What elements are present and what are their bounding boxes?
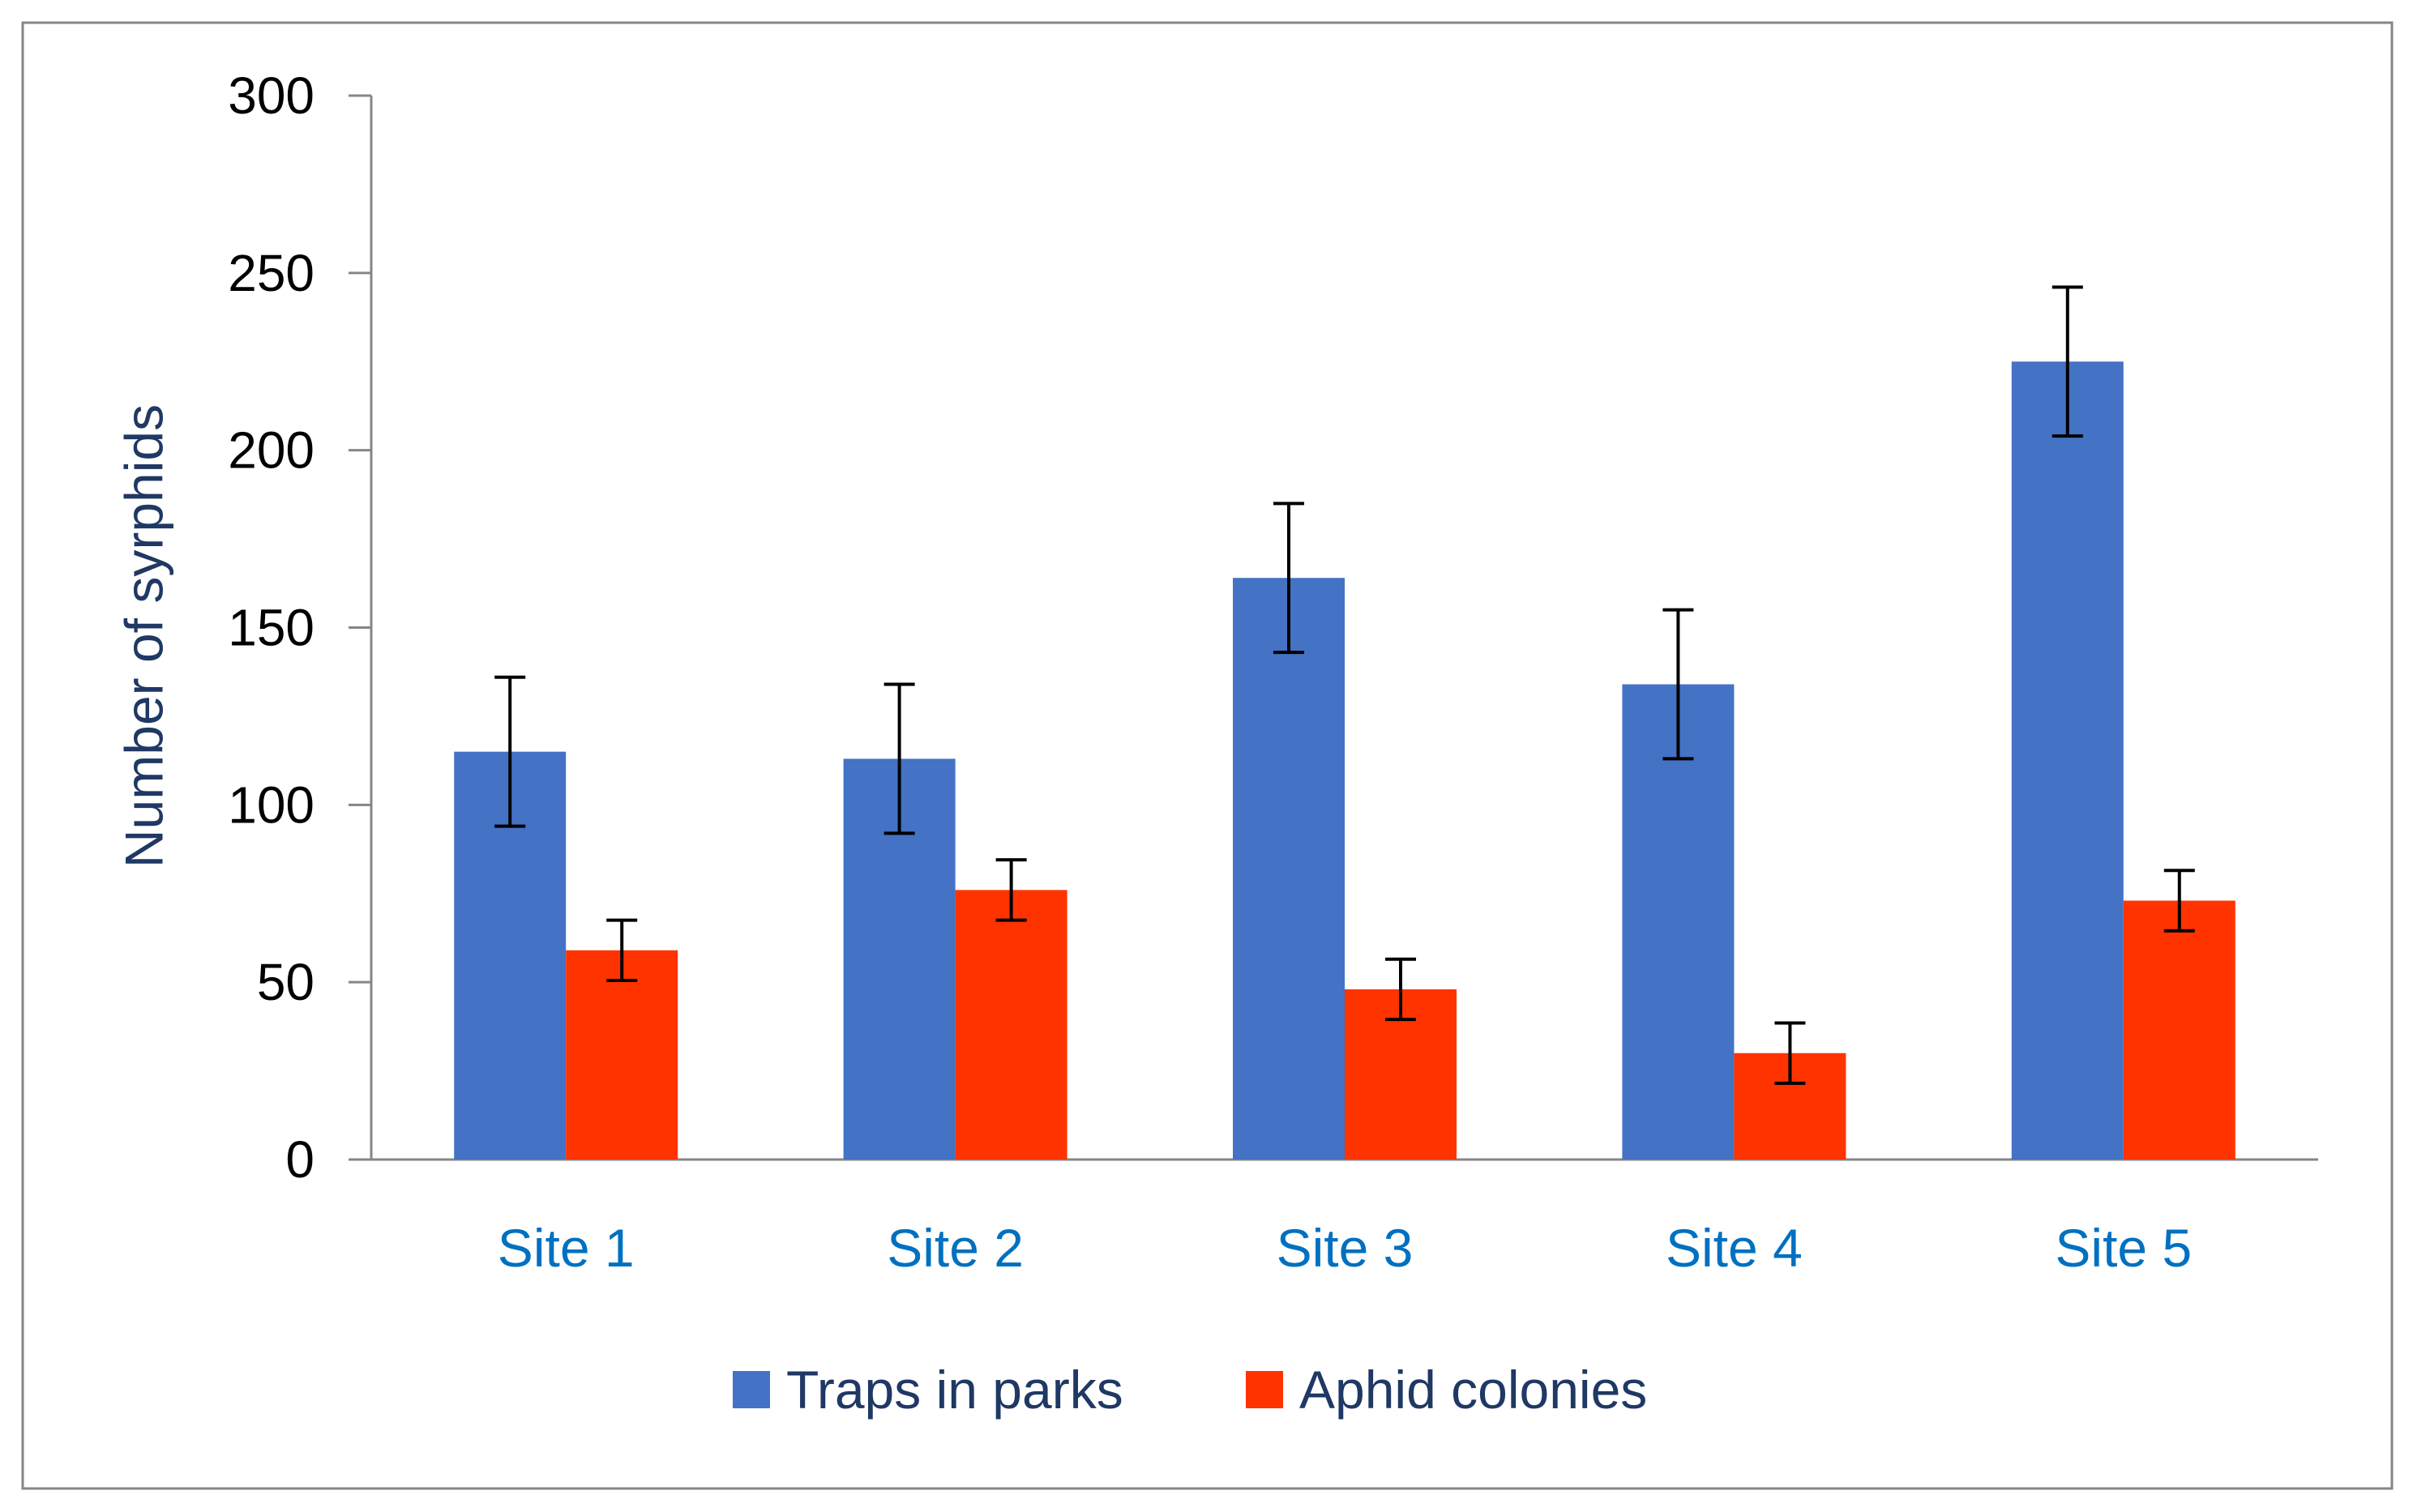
x-category-label: Site 2 — [887, 1218, 1024, 1278]
chart-frame — [21, 21, 2394, 1490]
bar-traps-in-parks-site-5 — [2011, 361, 2124, 1160]
y-axis-label: Number of syrphids — [113, 404, 173, 868]
error-bar — [883, 682, 915, 835]
error-bar — [2163, 869, 2195, 933]
error-bar — [1273, 502, 1304, 655]
bar-aphid-colonies-site-5 — [2123, 900, 2235, 1160]
bar-traps-in-parks-site-3 — [1233, 578, 1345, 1160]
bar-traps-in-parks-site-4 — [1622, 684, 1735, 1160]
x-category-label: Site 5 — [2055, 1218, 2192, 1278]
error-bar — [1774, 1021, 1806, 1085]
x-category-label: Site 4 — [1666, 1218, 1803, 1278]
y-tick-label: 200 — [228, 421, 314, 480]
error-bar — [1662, 608, 1694, 761]
y-tick-label: 300 — [228, 66, 314, 125]
x-category-label: Site 1 — [498, 1218, 635, 1278]
legend-swatch — [733, 1371, 770, 1408]
legend-label: Traps in parks — [786, 1360, 1123, 1420]
bar-aphid-colonies-site-1 — [566, 950, 678, 1160]
legend-item-aphid-colonies: Aphid colonies — [1246, 1360, 1647, 1420]
y-tick-label: 250 — [228, 244, 314, 302]
error-bar — [2051, 285, 2083, 438]
x-category-label: Site 3 — [1277, 1218, 1414, 1278]
legend-label: Aphid colonies — [1299, 1360, 1647, 1420]
bar-aphid-colonies-site-2 — [955, 890, 1067, 1160]
error-bar — [1385, 957, 1416, 1022]
error-bar — [494, 675, 526, 828]
error-bar — [995, 858, 1027, 922]
y-tick-label: 150 — [228, 599, 314, 657]
legend-swatch — [1246, 1371, 1283, 1408]
y-tick-label: 50 — [257, 953, 314, 1011]
error-bar — [606, 918, 638, 982]
y-tick-label: 0 — [285, 1130, 314, 1189]
legend-item-traps-in-parks: Traps in parks — [733, 1360, 1123, 1420]
y-tick-label: 100 — [228, 775, 314, 834]
